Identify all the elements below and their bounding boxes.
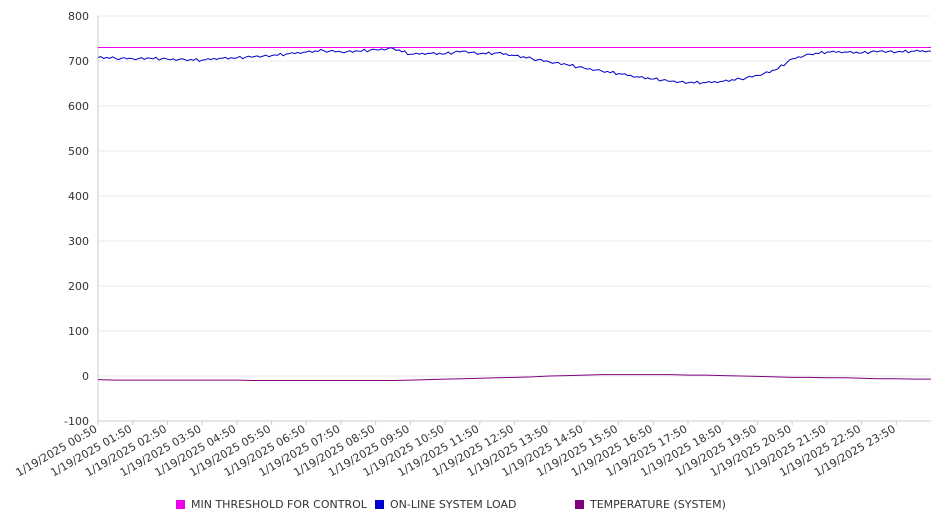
y-tick-label-600: 600 — [68, 100, 89, 113]
legend-item-min-threshold: MIN THRESHOLD FOR CONTROL — [176, 498, 367, 511]
legend: MIN THRESHOLD FOR CONTROL ON-LINE SYSTEM… — [0, 498, 946, 514]
legend-item-temperature: TEMPERATURE (SYSTEM) — [575, 498, 726, 511]
series-line-3 — [97, 374, 931, 381]
series-line-2 — [97, 47, 931, 85]
y-tick-label-200: 200 — [68, 280, 89, 293]
y-tick-label-300: 300 — [68, 235, 89, 248]
legend-label-temperature: TEMPERATURE (SYSTEM) — [590, 498, 726, 511]
legend-swatch-system-load — [375, 500, 384, 509]
y-tick-label-100: 100 — [68, 325, 89, 338]
axes — [97, 16, 931, 422]
legend-swatch-temperature — [575, 500, 584, 509]
y-tick-label-400: 400 — [68, 190, 89, 203]
line-chart: -100 0 100 200 300 400 500 600 700 800 1/19/2025 … — [14, 10, 931, 479]
y-tick-label--100: -100 — [64, 415, 89, 428]
legend-label-system-load: ON-LINE SYSTEM LOAD — [390, 498, 517, 511]
x-axis-tick-labels: 1/19/2025 00:501/19/2025 01:501/19/2025 … — [14, 421, 898, 479]
grid-lines — [98, 15, 931, 422]
y-axis-tick-labels: -100 0 100 200 300 400 500 600 700 800 — [64, 10, 89, 428]
series-lines — [97, 47, 931, 381]
legend-swatch-min-threshold — [176, 500, 185, 509]
y-tick-label-800: 800 — [68, 10, 89, 23]
y-tick-label-0: 0 — [82, 370, 89, 383]
y-tick-label-500: 500 — [68, 145, 89, 158]
y-tick-label-700: 700 — [68, 55, 89, 68]
legend-label-min-threshold: MIN THRESHOLD FOR CONTROL — [191, 498, 367, 511]
legend-item-system-load: ON-LINE SYSTEM LOAD — [375, 498, 516, 511]
